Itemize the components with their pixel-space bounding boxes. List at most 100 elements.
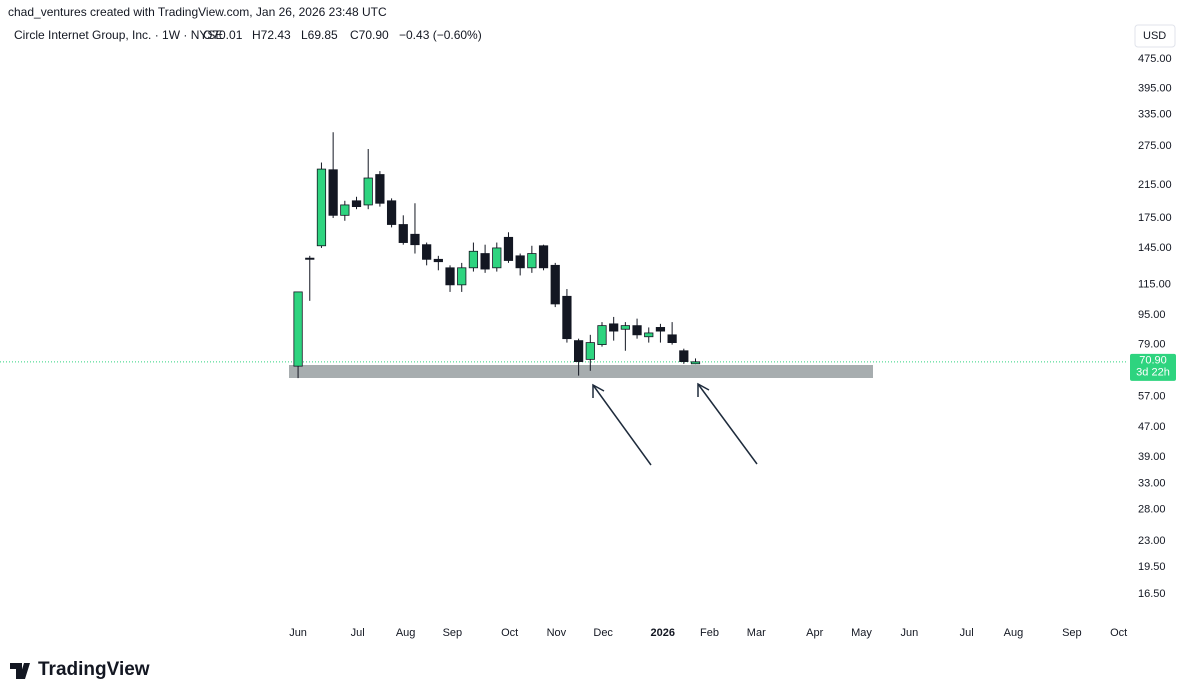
candle	[538, 244, 549, 271]
ohlc-label: H72.43	[252, 28, 291, 42]
candle	[620, 322, 630, 351]
ohlc-label: C70.90	[350, 28, 389, 42]
logo: TradingView	[10, 659, 150, 680]
x-tick-label: Jun	[289, 627, 307, 639]
candle	[480, 244, 490, 273]
candle	[316, 162, 327, 248]
x-tick-label: Aug	[396, 627, 416, 639]
x-tick-label: Dec	[593, 627, 613, 639]
arrow-head	[697, 382, 710, 397]
candle	[445, 265, 455, 292]
candle-body	[655, 327, 666, 332]
y-tick-label: 39.00	[1138, 451, 1166, 463]
brand: TradingView	[38, 659, 150, 680]
x-tick-label: Jul	[351, 627, 365, 639]
candle-body	[433, 258, 443, 263]
candle-body	[386, 200, 397, 225]
candle-body	[410, 233, 420, 246]
x-tick-label: Sep	[1062, 627, 1082, 639]
candle	[655, 323, 666, 343]
arrows	[592, 382, 758, 466]
candle	[597, 322, 607, 347]
candle-body	[585, 342, 595, 360]
y-tick-label: 95.00	[1138, 309, 1166, 321]
x-tick-label: Jul	[960, 627, 974, 639]
candle	[433, 255, 443, 271]
candle	[457, 262, 467, 292]
candle-body	[679, 350, 689, 362]
countdown: 3d 22h	[1136, 367, 1170, 379]
candle	[632, 318, 642, 339]
candle	[527, 245, 537, 273]
candle	[422, 242, 432, 266]
x-tick-label: Jun	[901, 627, 919, 639]
candle	[293, 291, 303, 379]
arrow-head	[592, 383, 605, 398]
candle-body	[480, 253, 490, 270]
currency-box[interactable]	[1134, 24, 1176, 48]
x-tick-label: Nov	[547, 627, 567, 639]
candle	[410, 203, 420, 254]
candle	[492, 242, 502, 272]
candle	[363, 149, 373, 210]
y-tick-label: 23.00	[1138, 535, 1166, 547]
candle-body	[632, 325, 642, 336]
support-zone	[289, 365, 873, 378]
y-tick-label: 33.00	[1138, 477, 1166, 489]
y-tick-label: 28.00	[1138, 504, 1166, 516]
candle-body	[363, 177, 373, 206]
candle	[690, 358, 701, 365]
last-price-label: 70.90	[1139, 355, 1167, 367]
currency: USD	[1143, 30, 1166, 42]
candle-body	[492, 247, 502, 269]
candle-body	[538, 245, 549, 269]
candle-body	[293, 291, 303, 367]
x-tick-label: 2026	[651, 627, 675, 639]
last-price-box	[1130, 353, 1176, 381]
candle	[468, 242, 479, 272]
ohlc-label: O70.01	[203, 28, 243, 42]
y-tick-label: 395.00	[1138, 82, 1172, 94]
x-tick-label: Mar	[747, 627, 766, 639]
candle-body	[667, 334, 677, 343]
y-tick-label: 19.50	[1138, 561, 1166, 573]
candle-body	[468, 250, 479, 269]
y-tick-label: 215.00	[1138, 179, 1172, 191]
candle	[328, 132, 338, 219]
candle	[585, 334, 595, 371]
candle	[375, 171, 385, 207]
candle	[550, 262, 560, 308]
x-tick-label: Feb	[700, 627, 719, 639]
candle-body	[515, 255, 525, 269]
candle-body	[328, 169, 338, 216]
y-tick-label: 335.00	[1138, 109, 1172, 121]
y-tick-label: 57.00	[1138, 390, 1166, 402]
x-tick-label: Oct	[501, 627, 518, 639]
candle-body	[609, 323, 619, 332]
candle	[340, 200, 350, 221]
x-tick-label: Sep	[443, 627, 463, 639]
candle	[667, 322, 677, 345]
candle-body	[503, 236, 514, 261]
attribution: chad_ventures created with TradingView.c…	[8, 5, 387, 19]
x-tick-label: May	[851, 627, 872, 639]
candle-body	[422, 244, 432, 260]
change-label: −0.43 (−0.60%)	[399, 28, 482, 42]
candle-body	[597, 325, 607, 346]
candle	[574, 338, 584, 376]
y-tick-label: 145.00	[1138, 242, 1172, 254]
y-tick-label: 175.00	[1138, 212, 1172, 224]
candle	[644, 327, 654, 343]
candle	[305, 255, 315, 301]
symbol-title: Circle Internet Group, Inc. · 1W · NYSE	[14, 28, 223, 42]
candle-body	[305, 257, 315, 260]
arrow	[697, 383, 758, 465]
candle-body	[527, 253, 537, 269]
logo-mark	[10, 663, 34, 679]
candle-body	[457, 267, 467, 286]
candle	[562, 289, 572, 343]
candle	[351, 196, 362, 210]
y-tick-label: 475.00	[1138, 53, 1172, 65]
